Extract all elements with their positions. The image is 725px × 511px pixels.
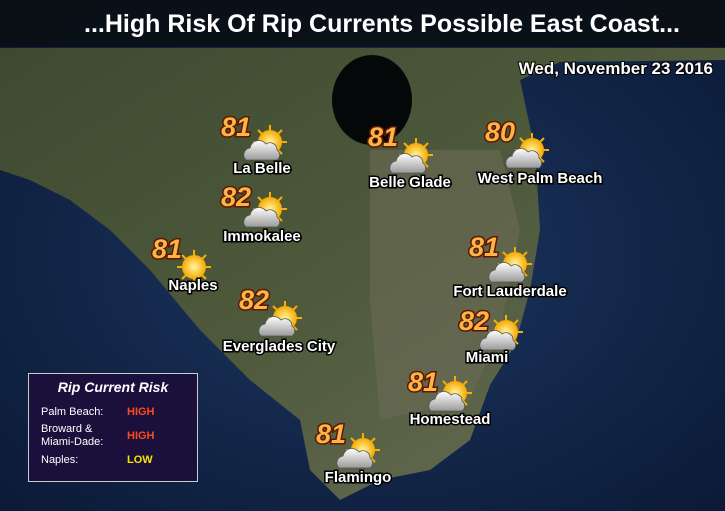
lake-okeechobee — [332, 55, 412, 145]
city-name: Miami — [466, 349, 509, 366]
temperature: 82 — [459, 306, 489, 336]
temperature: 82 — [221, 182, 251, 212]
temperature: 81 — [469, 232, 499, 262]
temperature: 81 — [152, 234, 182, 264]
city-belle-glade: 81 Belle Glade — [366, 121, 452, 193]
city-name: La Belle — [233, 160, 291, 177]
city-homestead: 81 Homestead — [406, 366, 491, 430]
risk: HIGH — [127, 406, 155, 418]
temperature: 81 — [408, 367, 438, 397]
city-flamingo: 81 Flamingo — [314, 418, 392, 488]
city-immokalee: 82 Immokalee — [219, 181, 302, 247]
everglades — [370, 150, 520, 420]
legend-title: Rip Current Risk — [57, 379, 169, 395]
title-bar — [0, 0, 725, 47]
city-name: Homestead — [410, 411, 491, 428]
city-name: Flamingo — [325, 469, 392, 486]
legend: Rip Current Risk Palm Beach: HIGH Broward… — [28, 373, 198, 482]
legend-row: Naples: LOW — [29, 449, 197, 471]
area: Palm Beach: — [41, 405, 104, 418]
city-miami: 82 Miami — [457, 305, 523, 368]
legend-row: Palm Beach: HIGH — [29, 401, 197, 423]
area: Broward & Miami-Dade: — [41, 423, 104, 448]
city-name: Naples — [168, 277, 217, 294]
city-name: Immokalee — [223, 228, 301, 245]
temperature: 81 — [368, 122, 398, 152]
temperature: 80 — [485, 117, 515, 147]
city-everglades-city: 82 Everglades City — [221, 284, 337, 357]
risk: HIGH — [127, 430, 155, 442]
city-la-belle: 81 La Belle — [219, 111, 292, 179]
temperature: 81 — [221, 112, 251, 142]
city-name: Belle Glade — [369, 174, 451, 191]
temperature: 81 — [316, 419, 346, 449]
land — [0, 48, 725, 500]
legend-row: Broward & Miami-Dade: HIGH — [29, 423, 197, 449]
city-name: West Palm Beach — [478, 170, 603, 187]
city-fort-lauderdale: 81 Fort Lauderdale — [452, 231, 568, 302]
city-name: Everglades City — [223, 338, 336, 355]
city-naples: 81 Naples — [150, 233, 219, 296]
risk: LOW — [127, 454, 153, 466]
title: ...High Risk Of Rip Currents Possible Ea… — [84, 10, 680, 38]
date: Wed, November 23 2016 — [519, 59, 713, 78]
temperature: 82 — [239, 285, 269, 315]
area: Naples: — [41, 453, 79, 466]
city-name: Fort Lauderdale — [453, 283, 566, 300]
city-west-palm-beach: 80 West Palm Beach — [476, 116, 604, 189]
